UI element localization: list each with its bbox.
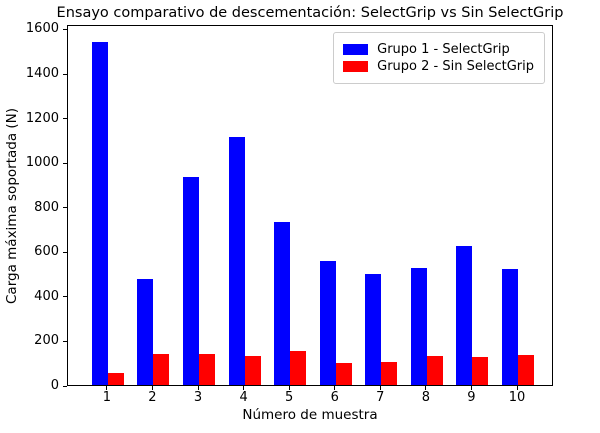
- x-tick-label: 3: [193, 390, 203, 405]
- bar-series2-sample7: [381, 361, 398, 385]
- y-tick-mark: [63, 162, 67, 164]
- bar-series1-sample8: [410, 268, 427, 385]
- x-tick-label: 5: [285, 390, 294, 405]
- x-tick-label: 9: [467, 390, 476, 405]
- y-tick-mark: [63, 207, 67, 209]
- legend-label: Grupo 1 - SelectGrip: [377, 42, 510, 57]
- x-tick-mark: [334, 386, 336, 390]
- bar-series2-sample9: [472, 357, 489, 385]
- bar-series2-sample6: [335, 363, 352, 385]
- y-tick-label: 800: [34, 199, 59, 215]
- bar-series2-sample8: [426, 355, 443, 385]
- x-tick-label: 1: [102, 390, 111, 405]
- x-axis-label: Número de muestra: [242, 407, 378, 423]
- bar-series1-sample7: [365, 274, 382, 385]
- chart-title: Ensayo comparativo de descementación: Se…: [56, 5, 564, 21]
- legend-swatch-icon: [343, 44, 369, 55]
- bar-series1-sample4: [228, 136, 245, 385]
- y-tick-label: 1400: [25, 66, 59, 82]
- y-tick-label: 200: [34, 333, 59, 349]
- bar-series1-sample6: [319, 260, 336, 385]
- x-tick-label: 7: [376, 390, 385, 405]
- bar-series2-sample1: [107, 372, 124, 385]
- x-tick-label: 6: [330, 390, 339, 405]
- bar-series1-sample10: [502, 268, 518, 385]
- x-tick-label: 10: [508, 390, 526, 405]
- y-tick-label: 1600: [25, 21, 59, 37]
- x-tick-mark: [243, 386, 245, 390]
- x-tick-label: 4: [239, 390, 248, 405]
- y-tick-mark: [63, 73, 67, 75]
- bar-series1-sample1: [91, 41, 108, 385]
- y-tick-mark: [63, 28, 67, 30]
- bar-series2-sample2: [153, 354, 170, 385]
- y-tick-label: 0: [50, 378, 59, 393]
- bar-series2-sample10: [518, 354, 534, 385]
- x-tick-label: 8: [421, 390, 430, 405]
- bar-series1-sample5: [274, 222, 291, 385]
- legend-entry: Grupo 2 - Sin SelectGrip: [343, 59, 534, 74]
- bar-series2-sample4: [244, 356, 261, 385]
- y-tick-mark: [63, 340, 67, 342]
- x-tick-mark: [106, 386, 108, 390]
- y-tick-label: 1000: [25, 155, 59, 171]
- legend: Grupo 1 - SelectGrip Grupo 2 - Sin Select…: [333, 32, 545, 84]
- bar-series1-sample2: [137, 278, 154, 385]
- legend-entry: Grupo 1 - SelectGrip: [343, 42, 534, 57]
- bar-series1-sample9: [456, 245, 473, 385]
- bar-series2-sample5: [290, 350, 307, 385]
- legend-swatch-icon: [343, 61, 369, 72]
- y-tick-label: 1200: [25, 110, 59, 126]
- x-tick-mark: [151, 386, 153, 390]
- x-tick-mark: [425, 386, 427, 390]
- y-tick-mark: [63, 118, 67, 120]
- plot-area: Grupo 1 - SelectGrip Grupo 2 - Sin Select…: [67, 25, 553, 386]
- y-tick-label: 600: [34, 244, 59, 260]
- y-tick-mark: [63, 385, 67, 387]
- x-tick-label: 2: [148, 390, 157, 405]
- x-tick-mark: [197, 386, 199, 390]
- legend-label: Grupo 2 - Sin SelectGrip: [377, 59, 534, 74]
- x-tick-mark: [516, 386, 518, 390]
- x-tick-mark: [470, 386, 472, 390]
- x-tick-mark: [288, 386, 290, 390]
- bar-series2-sample3: [199, 354, 215, 385]
- y-tick-mark: [63, 251, 67, 253]
- x-tick-mark: [379, 386, 381, 390]
- y-tick-mark: [63, 296, 67, 298]
- y-tick-label: 400: [34, 288, 59, 304]
- bar-series1-sample3: [183, 176, 199, 385]
